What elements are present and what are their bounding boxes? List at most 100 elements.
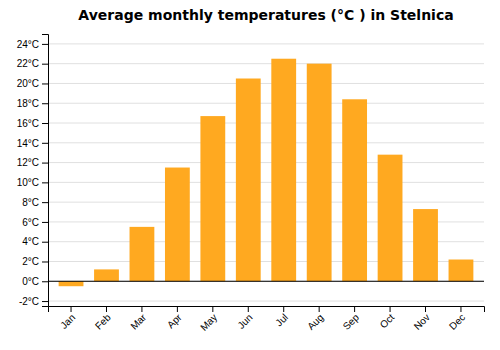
bar [236,79,261,282]
y-axis: -2°C 0°C 2°C 4°C 6°C 8°C 10°C 12°C 14°C 16°C 18°C 2… [17,35,49,307]
tick-label: 2°C [22,256,39,267]
bar [130,227,155,281]
tick-label: -2°C [19,296,39,307]
tick-mark [42,64,48,65]
tick: Jan [58,306,77,331]
bar [59,281,84,286]
tick-mark [106,306,107,312]
tick-mark [42,222,48,223]
tick: 24°C [17,39,48,50]
axis-line [42,35,49,307]
tick: Jul [273,306,290,328]
x-axis: JanFebMarAprMayJunJulAugSepOctNovDec [49,306,485,333]
grid-line [48,142,484,143]
tick-mark [460,306,461,312]
tick-mark [42,123,48,124]
tick-mark [42,83,48,84]
tick-mark [319,306,320,312]
chart: -2°C 0°C 2°C 4°C 6°C 8°C 10°C 12°C 14°C 16°C 18°C 2… [0,0,500,350]
tick-mark [42,163,48,164]
tick: 6°C [22,217,48,228]
bar [449,260,474,282]
tick-mark [177,306,178,312]
tick-label: Apr [165,311,184,330]
tick: Feb [93,306,113,332]
tick: 22°C [17,58,48,69]
tick-label: 12°C [17,157,39,168]
tick-label: 6°C [22,217,39,228]
tick-label: 0°C [22,276,39,287]
tick: Dec [447,306,467,332]
grid-line [48,123,484,124]
tick-label: 16°C [17,118,39,129]
tick-mark [42,281,48,282]
tick-mark [354,306,355,312]
plot: -2°C 0°C 2°C 4°C 6°C 8°C 10°C 12°C 14°C 16°C 18°C 2… [17,35,485,333]
bar [200,116,225,281]
tick: 0°C [22,276,48,287]
axis-line [49,307,485,313]
bar [271,59,296,282]
tick: 18°C [17,98,48,109]
tick-mark [390,306,391,312]
tick-label: Mar [128,311,148,331]
tick-label: 10°C [17,177,39,188]
tick-mark [42,44,48,45]
tick-mark [42,143,48,144]
grid-line [48,162,484,163]
tick: -2°C [19,296,48,307]
tick-label: Jan [58,312,77,331]
tick-label: Oct [378,312,397,331]
bar [413,209,438,281]
zero-line [48,281,484,282]
tick-label: 24°C [17,39,39,50]
tick: 4°C [22,236,48,247]
bar [94,269,119,281]
tick-mark [42,202,48,203]
grid-line [48,63,484,64]
tick-mark [283,306,284,312]
tick: Aug [305,306,325,332]
tick-mark [141,306,142,312]
tick-mark [425,306,426,312]
tick-mark [42,261,48,262]
tick-mark [42,182,48,183]
tick: May [198,306,219,333]
tick-label: 22°C [17,58,39,69]
grid [48,44,484,301]
grid-line [48,301,484,302]
tick-mark [71,306,72,312]
bar [342,99,367,281]
bar [165,168,190,282]
bars [48,59,484,286]
tick: 20°C [17,78,48,89]
tick-label: Dec [447,312,467,332]
tick-label: 18°C [17,98,39,109]
tick: 14°C [17,138,48,149]
grid-line [48,202,484,203]
tick-label: Aug [305,312,325,332]
grid-line [48,103,484,104]
tick-mark [248,306,249,312]
grid-line [48,83,484,84]
tick-label: 4°C [22,236,39,247]
tick: Nov [412,306,432,332]
tick: 16°C [17,118,48,129]
bar [307,64,332,282]
tick-label: Jun [235,312,254,331]
grid-line [48,182,484,183]
tick-label: Feb [93,311,113,331]
bar [378,155,403,282]
tick-mark [42,242,48,243]
tick: 12°C [17,157,48,168]
tick: 2°C [22,256,48,267]
tick: Oct [378,306,397,330]
tick-mark [42,301,48,302]
tick-label: 20°C [17,78,39,89]
tick: Jun [235,306,254,331]
tick-label: May [198,312,219,333]
tick: 8°C [22,197,48,208]
grid-line [48,43,484,44]
tick-mark [212,306,213,312]
tick-label: 8°C [22,197,39,208]
